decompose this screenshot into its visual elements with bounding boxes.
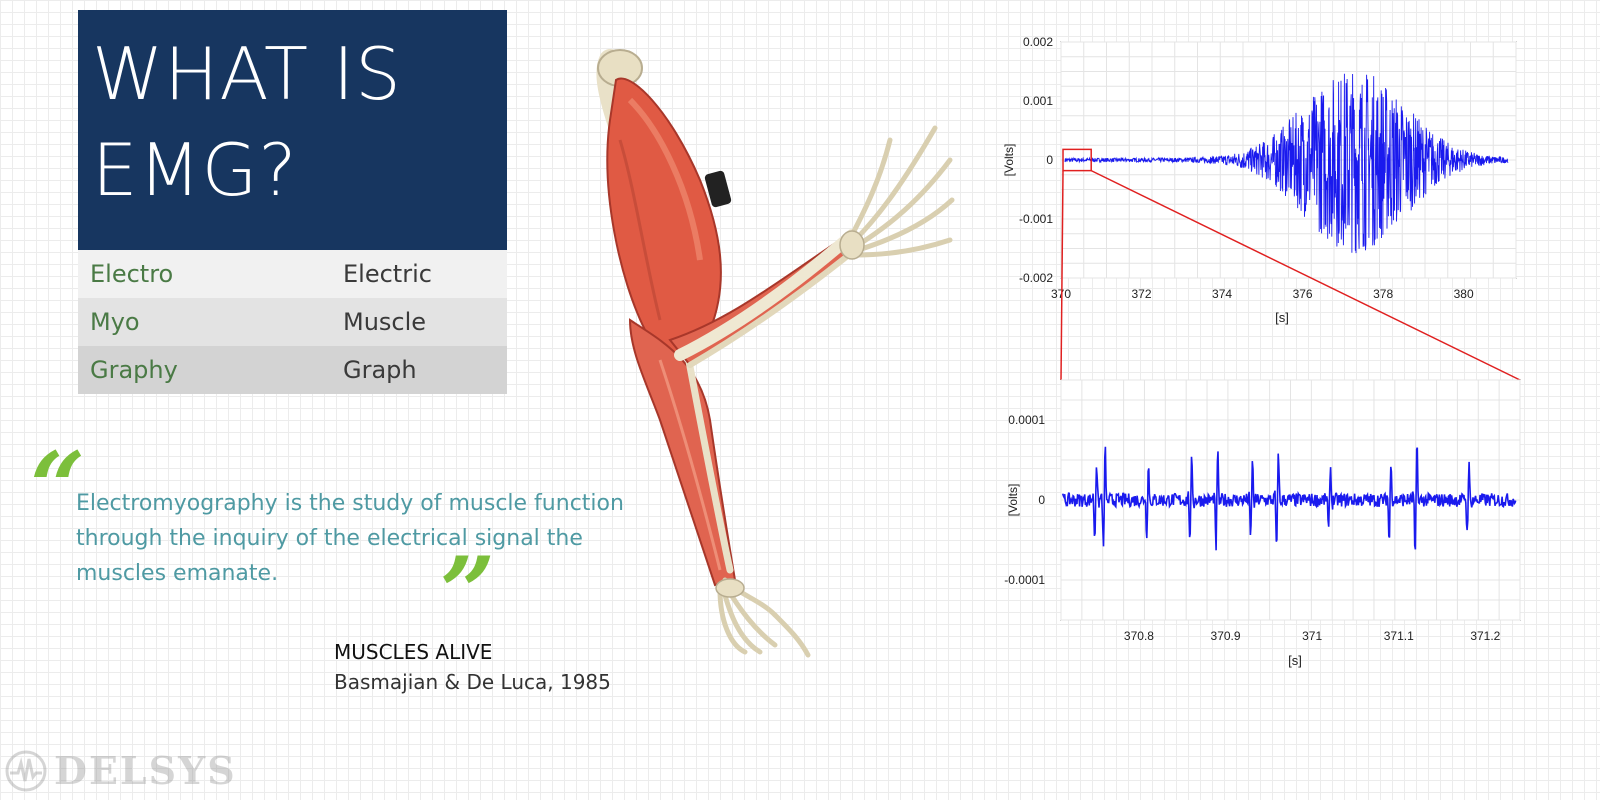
- arm-anatomy-illustration: [596, 49, 955, 658]
- y-axis-label: [Volts]: [1002, 144, 1016, 177]
- definition-prefix: Electro: [90, 260, 174, 288]
- emg-zoomed-signal-chart: 0.0001 0 -0.0001 370.8 370.9 371 371.1 371.2 […: [1004, 379, 1521, 668]
- emg-signal-line: [1064, 73, 1509, 254]
- quote-close-mark: ”: [440, 536, 496, 649]
- zoom-window-box: [1062, 148, 1092, 172]
- x-tick-label: 370.9: [1211, 629, 1241, 643]
- definition-row: Electro Electric: [78, 250, 507, 298]
- y-tick-label: 0: [1038, 493, 1045, 507]
- title-line-2: EMG?: [92, 128, 298, 212]
- y-tick-label: -0.0001: [1004, 573, 1045, 587]
- quote-open-mark: “: [30, 431, 86, 544]
- zoom-connector-line: [1090, 169, 1521, 381]
- delsys-logo-icon: [5, 750, 47, 791]
- x-tick-label: 371.1: [1384, 629, 1414, 643]
- definition-meaning: Muscle: [343, 308, 427, 336]
- x-tick-label: 374: [1212, 287, 1232, 301]
- zoom-connector-line: [1060, 170, 1064, 381]
- x-tick-label: 370: [1051, 287, 1071, 301]
- x-tick-label: 378: [1373, 287, 1393, 301]
- y-tick-label: 0.0001: [1008, 413, 1045, 427]
- x-tick-label: 380: [1454, 287, 1474, 301]
- delsys-logo: DELSYS: [4, 748, 237, 793]
- definition-meaning: Electric: [343, 260, 432, 288]
- emg-full-signal-chart: 0.002 0.001 0 -0.001 -0.002 370 372 374 376 378 3…: [1002, 35, 1517, 325]
- y-tick-label: -0.001: [1019, 212, 1053, 226]
- x-tick-label: 370.8: [1124, 629, 1154, 643]
- title-block: WHAT IS EMG?: [78, 10, 507, 250]
- x-tick-label: 376: [1293, 287, 1313, 301]
- chart-frame: [1060, 379, 1521, 621]
- logo-text: DELSYS: [54, 748, 237, 793]
- source-title: MUSCLES ALIVE: [334, 640, 493, 664]
- y-tick-label: 0.002: [1023, 35, 1053, 49]
- quote-text: Electromyography is the study of muscle …: [76, 491, 624, 586]
- definition-prefix: Myo: [90, 308, 140, 336]
- x-axis-label: [s]: [1288, 653, 1302, 668]
- emg-signal-line: [1061, 446, 1517, 551]
- y-tick-label: 0.001: [1023, 94, 1053, 108]
- y-axis-label: [Volts]: [1006, 484, 1020, 517]
- definition-prefix: Graphy: [90, 356, 178, 384]
- x-tick-label: 372: [1132, 287, 1152, 301]
- definition-meaning: Graph: [343, 356, 417, 384]
- source-citation: Basmajian & De Luca, 1985: [334, 670, 611, 694]
- chart-frame: [1060, 41, 1517, 279]
- x-tick-label: 371: [1302, 629, 1322, 643]
- title-line-1: WHAT IS: [92, 32, 402, 116]
- y-tick-label: -0.002: [1019, 271, 1053, 285]
- x-tick-label: 371.2: [1470, 629, 1500, 643]
- definition-row: Graphy Graph: [78, 346, 507, 394]
- definition-row: Myo Muscle: [78, 298, 507, 346]
- x-axis-label: [s]: [1275, 310, 1289, 325]
- y-tick-label: 0: [1046, 153, 1053, 167]
- definition-table: Electro Electric Myo Muscle Graphy Graph: [78, 250, 507, 394]
